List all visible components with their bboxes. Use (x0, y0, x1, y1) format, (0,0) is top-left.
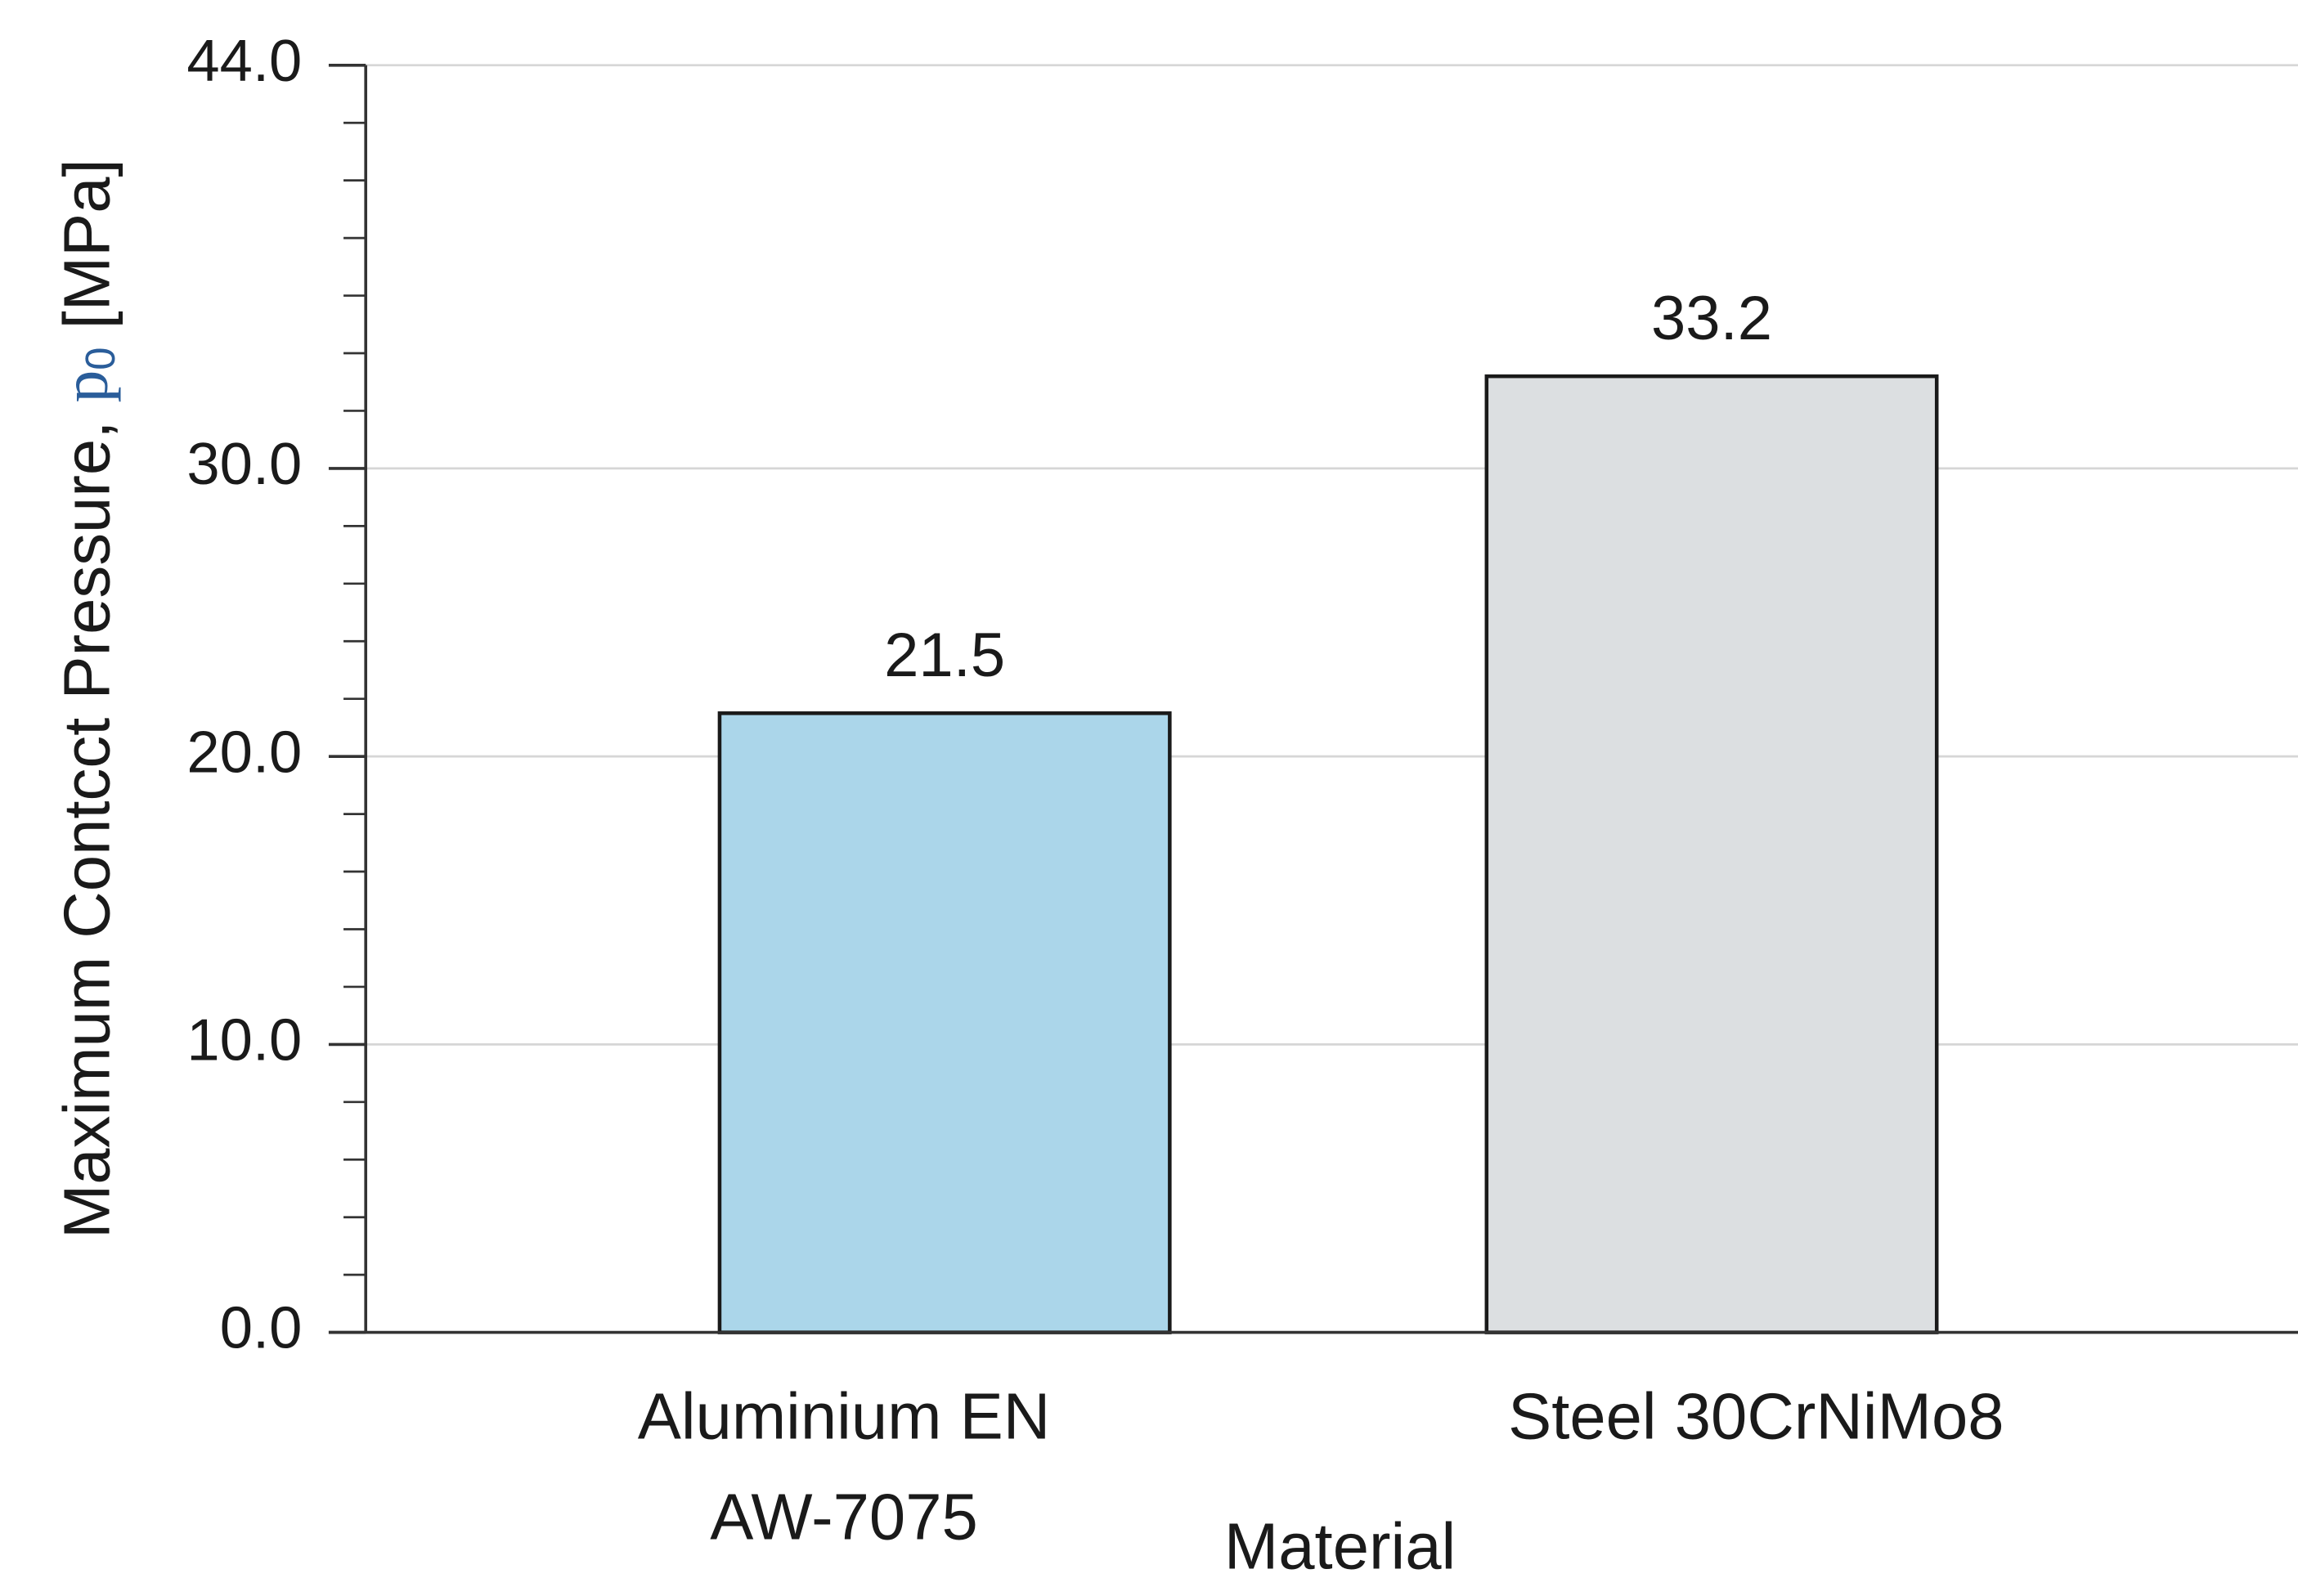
x-tick-label: AW-7075 (710, 1480, 978, 1553)
y-tick-label: 44.0 (186, 28, 302, 94)
y-tick-label: 10.0 (186, 1007, 302, 1074)
y-tick-label: 20.0 (186, 719, 302, 785)
bar (717, 711, 1172, 1334)
x-tick-label: Aluminium EN (638, 1379, 1051, 1452)
value-label: 33.2 (1651, 284, 1772, 353)
x-tick-label: Steel 30CrNiMo8 (1508, 1379, 2004, 1452)
bar (1484, 374, 1939, 1334)
y-tick-label: 30.0 (186, 431, 302, 497)
y-axis-label: Maximum Contcct Pressure, p0 [MPa] (50, 159, 124, 1239)
value-label: 21.5 (884, 621, 1005, 690)
x-axis-label: Material (1224, 1510, 1456, 1583)
y-tick-label: 0.0 (220, 1295, 303, 1361)
